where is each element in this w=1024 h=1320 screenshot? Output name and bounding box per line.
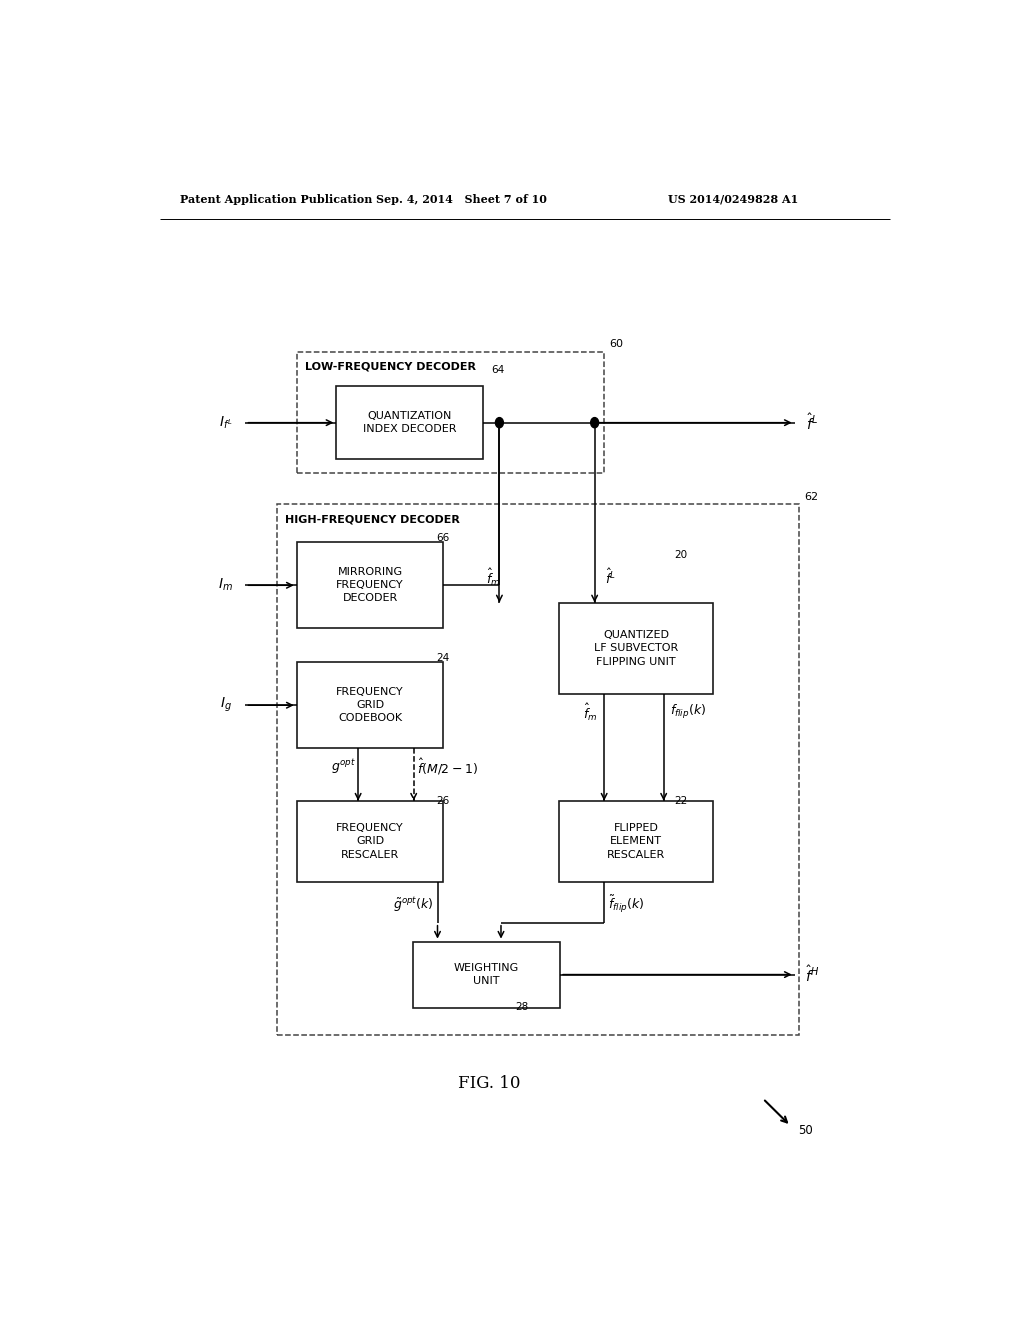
Text: FLIPPED
ELEMENT
RESCALER: FLIPPED ELEMENT RESCALER: [607, 824, 665, 859]
Text: 22: 22: [674, 796, 687, 805]
Text: $I_g$: $I_g$: [220, 696, 231, 714]
FancyBboxPatch shape: [297, 663, 443, 748]
Text: 62: 62: [804, 492, 818, 502]
FancyBboxPatch shape: [414, 941, 560, 1007]
Circle shape: [496, 417, 504, 428]
Text: QUANTIZATION
INDEX DECODER: QUANTIZATION INDEX DECODER: [362, 411, 457, 434]
Text: 20: 20: [674, 550, 687, 560]
FancyBboxPatch shape: [297, 543, 443, 628]
Text: MIRRORING
FREQUENCY
DECODER: MIRRORING FREQUENCY DECODER: [336, 568, 403, 603]
Text: $\tilde{g}^{opt}(k)$: $\tilde{g}^{opt}(k)$: [393, 895, 433, 913]
Text: LOW-FREQUENCY DECODER: LOW-FREQUENCY DECODER: [305, 362, 476, 372]
Text: $\hat{f}(M/2-1)$: $\hat{f}(M/2-1)$: [417, 756, 478, 776]
Text: $\hat{f}_m$: $\hat{f}_m$: [584, 702, 598, 723]
Text: HIGH-FREQUENCY DECODER: HIGH-FREQUENCY DECODER: [285, 515, 460, 524]
Text: 64: 64: [492, 364, 505, 375]
FancyBboxPatch shape: [558, 801, 714, 882]
FancyBboxPatch shape: [336, 385, 483, 459]
FancyBboxPatch shape: [558, 602, 714, 694]
Circle shape: [591, 417, 599, 428]
Text: 50: 50: [799, 1123, 813, 1137]
Text: FREQUENCY
GRID
CODEBOOK: FREQUENCY GRID CODEBOOK: [336, 686, 403, 723]
Text: FIG. 10: FIG. 10: [458, 1074, 520, 1092]
Text: Patent Application Publication: Patent Application Publication: [179, 194, 372, 205]
Text: FREQUENCY
GRID
RESCALER: FREQUENCY GRID RESCALER: [336, 824, 403, 859]
Text: QUANTIZED
LF SUBVECTOR
FLIPPING UNIT: QUANTIZED LF SUBVECTOR FLIPPING UNIT: [594, 630, 678, 667]
Text: $\hat{f}^L$: $\hat{f}^L$: [605, 568, 616, 586]
FancyBboxPatch shape: [297, 801, 443, 882]
Text: WEIGHTING
UNIT: WEIGHTING UNIT: [454, 964, 519, 986]
Text: $\hat{f}_m$: $\hat{f}_m$: [485, 566, 501, 587]
Text: US 2014/0249828 A1: US 2014/0249828 A1: [669, 194, 799, 205]
Text: $I_{f^L}$: $I_{f^L}$: [219, 414, 232, 430]
Text: $I_m$: $I_m$: [218, 577, 233, 594]
Text: Sep. 4, 2014   Sheet 7 of 10: Sep. 4, 2014 Sheet 7 of 10: [376, 194, 547, 205]
Text: $g^{opt}$: $g^{opt}$: [332, 758, 356, 776]
Text: 60: 60: [609, 339, 624, 350]
Text: 66: 66: [436, 532, 450, 543]
Text: 24: 24: [436, 653, 450, 664]
Text: 26: 26: [436, 796, 450, 805]
Text: $f_{flip}(k)$: $f_{flip}(k)$: [670, 704, 707, 721]
Text: $\hat{f}^L$: $\hat{f}^L$: [806, 413, 818, 433]
Text: $\hat{f}^H$: $\hat{f}^H$: [805, 965, 819, 985]
Text: 28: 28: [515, 1002, 528, 1012]
Text: $\tilde{f}_{flip}(k)$: $\tilde{f}_{flip}(k)$: [608, 894, 644, 915]
